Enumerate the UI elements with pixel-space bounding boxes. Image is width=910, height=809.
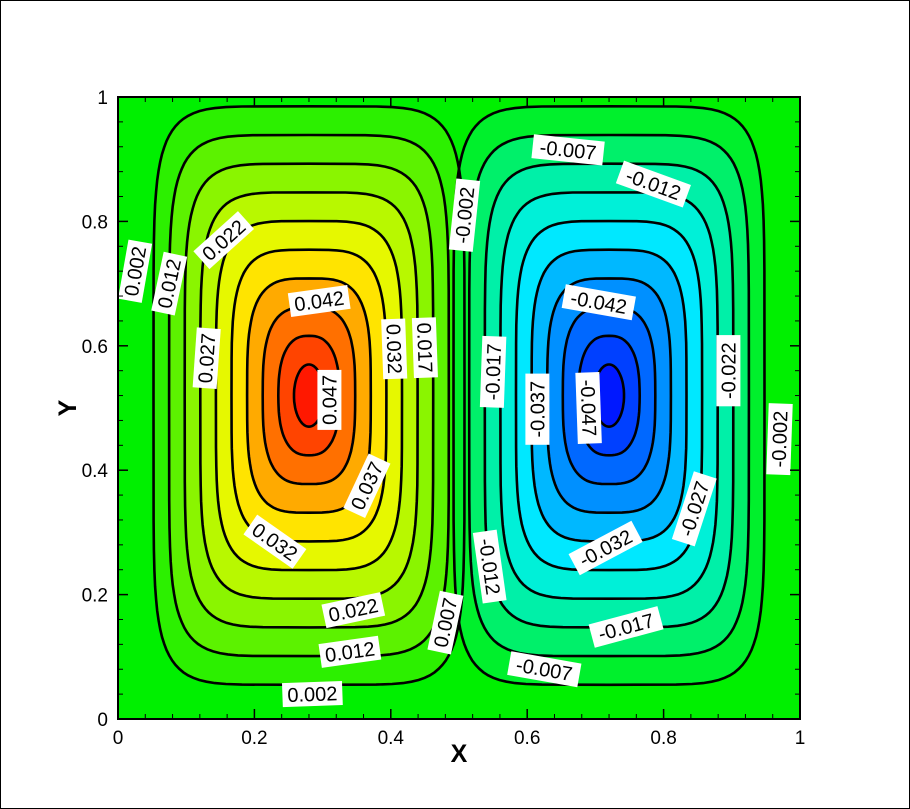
contour-label-bg <box>448 178 481 252</box>
y-tick-label: 1 <box>97 88 108 109</box>
contour-label-bg <box>381 318 408 380</box>
x-tick-label: 0.2 <box>241 728 267 749</box>
y-tick-label: 0.2 <box>82 586 108 607</box>
plot-border <box>117 96 801 720</box>
contour-label-text: -0.002 <box>769 410 793 467</box>
contour-label-bg <box>318 635 382 668</box>
contour-label-text: -0.047 <box>576 379 600 436</box>
contour-label-bg <box>472 529 507 604</box>
contour-lines <box>152 104 766 687</box>
contour-label-bg <box>575 372 602 444</box>
contour-label-text: 0.002 <box>287 683 338 707</box>
y-axis-label: Y <box>54 399 82 416</box>
contour-line-left-0 <box>152 104 466 687</box>
contour-line-right-1 <box>467 133 751 658</box>
y-tick-label: 0.6 <box>82 337 108 358</box>
contour-line-left-5 <box>230 248 388 543</box>
contour-label-6: 0.032 <box>381 318 408 380</box>
contour-label-text: 0.032 <box>381 324 405 375</box>
contour-line-left-3 <box>198 191 419 601</box>
contour-band-left-9 <box>294 364 324 427</box>
contour-label-bg <box>321 592 386 629</box>
contour-label-bg <box>427 590 464 655</box>
contour-label-3: 0.027 <box>192 327 221 389</box>
x-tick-label: 1 <box>795 728 806 749</box>
contour-label-bg <box>507 651 582 688</box>
contour-label-15: -0.007 <box>531 134 605 166</box>
contour-label-bg <box>411 317 438 379</box>
contour-label-20: -0.047 <box>575 372 602 444</box>
contour-label-bg <box>281 681 343 708</box>
contour-band-right-9 <box>594 364 624 427</box>
contour-label-bg <box>568 520 643 576</box>
contour-line-right-7 <box>561 305 657 486</box>
contour-line-right-4 <box>514 219 704 572</box>
y-tick-label: 0 <box>97 710 108 731</box>
contour-label-text: 0.047 <box>319 375 341 425</box>
contour-label-bg <box>525 373 550 445</box>
y-tick-label: 0.4 <box>82 461 109 482</box>
contour-label-bg <box>588 606 664 648</box>
x-axis-label: X <box>451 740 468 768</box>
contour-line-right-0 <box>452 104 766 687</box>
contour-label-bg <box>561 284 636 321</box>
contour-label-18: -0.017 <box>479 335 507 408</box>
x-tick-label: 0 <box>113 728 124 749</box>
x-tick-label: 0.4 <box>378 728 405 749</box>
contour-label-text: 0.017 <box>412 322 436 373</box>
contour-label-bg <box>531 134 605 166</box>
contour-label-bg <box>671 471 717 547</box>
contour-label-27: -0.007 <box>507 651 582 688</box>
contour-line-left-8 <box>276 334 341 457</box>
contour-line-left-7 <box>261 305 357 486</box>
axis-ticks: 0 0.2 0.4 0.6 0.8 1 0 0.2 0.4 0.6 0.8 1 <box>82 88 806 749</box>
contour-label-17: -0.042 <box>561 284 636 321</box>
contour-label-19: -0.037 <box>525 373 550 445</box>
x-tick-label: 0.6 <box>514 728 540 749</box>
contour-label-4: 0.042 <box>287 284 351 318</box>
contour-label-bg <box>317 369 342 430</box>
contour-line-left-9 <box>292 363 326 429</box>
contour-label-text: 0.027 <box>195 333 220 384</box>
contour-label-text: -0.017 <box>482 343 506 400</box>
contour-line-left-2 <box>183 162 435 629</box>
contour-label-bg <box>287 284 351 318</box>
contour-label-13: 0.002 <box>281 681 343 708</box>
x-tick-label: 0.8 <box>650 728 676 749</box>
contour-label-text: -0.022 <box>718 342 740 399</box>
contour-label-21: -0.022 <box>716 335 741 407</box>
contour-label-text: -0.037 <box>527 381 549 438</box>
contour-label-bg <box>479 335 507 408</box>
contour-label-14: -0.002 <box>448 178 481 252</box>
contour-label-bg <box>615 160 691 208</box>
y-tick-label: 0.8 <box>82 212 108 233</box>
contour-label-22: -0.002 <box>766 403 793 476</box>
contour-label-bg <box>766 403 793 476</box>
contour-label-bg <box>343 453 391 519</box>
contour-label-bg <box>151 251 188 316</box>
contour-line-left-4 <box>214 219 404 572</box>
contour-label-bg <box>192 327 221 389</box>
contour-label-bg <box>193 211 255 270</box>
contour-label-bg <box>716 335 741 407</box>
contour-label-bg <box>243 514 307 569</box>
contour-label-7: 0.017 <box>411 317 438 379</box>
contour-label-5: 0.047 <box>317 369 342 430</box>
contour-line-left-1 <box>167 133 451 658</box>
contour-label-bg <box>118 239 153 303</box>
